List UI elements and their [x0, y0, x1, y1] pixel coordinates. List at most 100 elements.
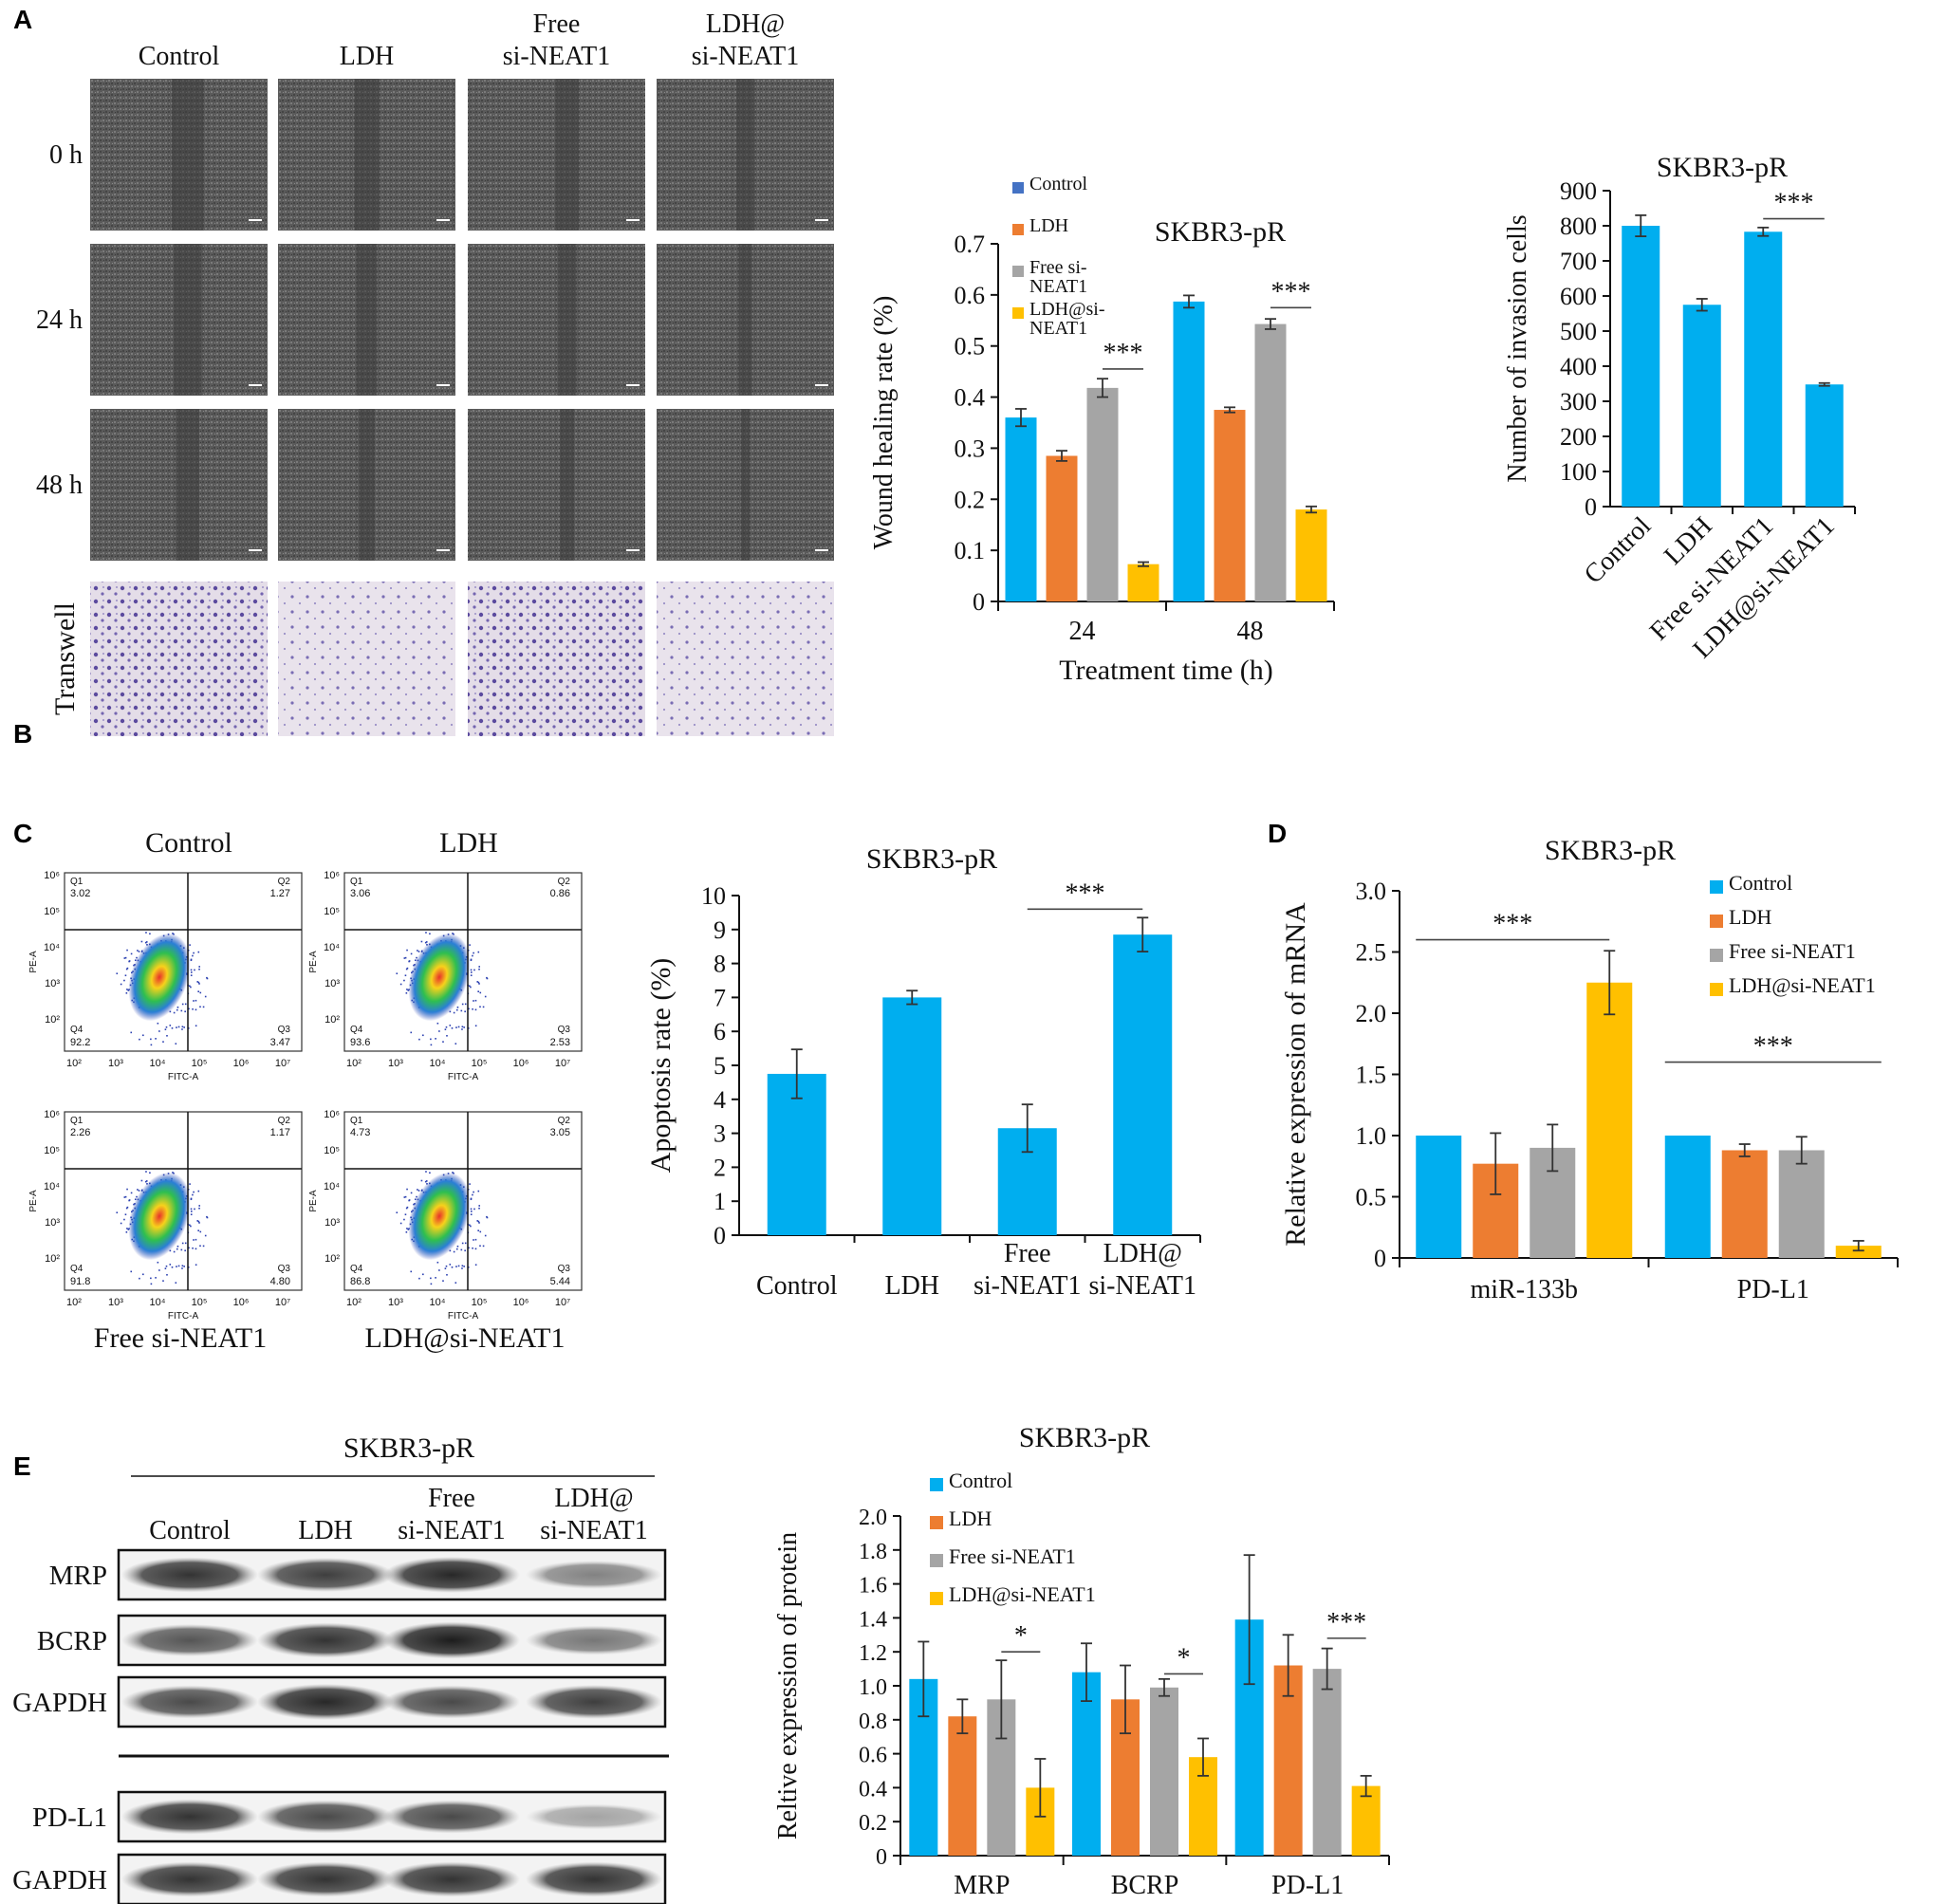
flow-dot	[430, 1277, 432, 1280]
flow-dot	[464, 1249, 466, 1252]
legend-line: Free si-NEAT1	[1729, 939, 1856, 963]
flow-dot	[470, 958, 473, 961]
y-axis-title: Apoptosis rate (%)	[645, 958, 677, 1174]
flow-dot	[192, 1007, 194, 1010]
flow-dot	[195, 1264, 197, 1266]
scale-bar	[626, 219, 640, 221]
flow-dot	[472, 954, 473, 957]
blot-band	[257, 1861, 394, 1897]
quad-value: 1.27	[270, 888, 290, 899]
flow-dot	[158, 1030, 160, 1032]
flow-ytick: 10⁵	[44, 1145, 60, 1156]
scale-bar	[249, 384, 262, 386]
flow-dot	[188, 1247, 190, 1249]
flow-dot	[473, 1191, 474, 1193]
flow-density	[408, 1172, 471, 1261]
flow-axis-x: FITC-A	[168, 1311, 199, 1322]
flow-dot	[206, 977, 209, 980]
flow-ytick: 10²	[324, 1014, 340, 1026]
flow-dot	[463, 1266, 465, 1267]
flow-dot	[123, 1218, 125, 1221]
y-tick-label: 0	[1585, 493, 1597, 521]
quad-label: Q2	[278, 1116, 291, 1126]
flow-dot	[166, 1034, 168, 1037]
flow-dot	[193, 1191, 195, 1193]
bar	[1072, 1672, 1101, 1856]
blot-band	[257, 1800, 394, 1834]
legend-swatch	[1012, 307, 1024, 319]
flow-dot	[486, 1215, 488, 1218]
flow-dot	[463, 1026, 465, 1028]
y-tick-label: 400	[1560, 353, 1597, 380]
wound-gap	[555, 79, 579, 231]
x-category-label: Control	[1579, 511, 1658, 590]
flow-dot	[197, 990, 199, 992]
wound-healing-chart: 0 0.1 0.2 0.3 0.4 0.5 0.6 0.7 Wound healing rate…	[869, 174, 1335, 686]
flow-dot	[127, 1229, 130, 1230]
flow-dot	[145, 932, 147, 934]
quad-label: Q3	[278, 1025, 291, 1035]
flow-dot	[469, 944, 471, 946]
quad-label: Q4	[70, 1264, 83, 1274]
bar	[948, 1716, 977, 1856]
quad-label: Q3	[558, 1264, 571, 1274]
blot-column-label: Control	[149, 1516, 231, 1545]
blot-band	[257, 1684, 394, 1720]
flow-tick: 10⁶	[233, 1058, 250, 1069]
flow-dot	[199, 1230, 202, 1233]
row-label: 24 h	[36, 305, 83, 335]
flow-dot	[189, 1183, 191, 1185]
scale-bar	[815, 219, 828, 221]
flow-dot	[407, 989, 410, 991]
flow-dot	[190, 1213, 193, 1215]
legend-swatch	[1012, 182, 1024, 194]
flow-dot	[125, 1207, 128, 1210]
flow-dot	[155, 1277, 157, 1279]
flow-dot	[126, 1188, 128, 1191]
flow-dot	[407, 1229, 410, 1230]
flow-dot	[435, 1277, 436, 1279]
flow-dot	[473, 1208, 475, 1211]
significance-mark: *	[1177, 1643, 1191, 1673]
x-category-label: BCRP	[1111, 1871, 1179, 1900]
flow-dot	[130, 952, 133, 955]
flow-dot	[124, 974, 127, 977]
flow-dot	[190, 1225, 192, 1228]
legend-swatch	[1012, 224, 1024, 235]
flow-dot	[445, 1265, 448, 1267]
flow-dot	[190, 1208, 193, 1211]
flow-dot	[460, 1248, 463, 1251]
protein-chart: 0 0.2 0.4 0.6 0.8 1.0 1.2 1.4 1.6 1.8 2.0 Reltive e…	[773, 1422, 1390, 1900]
significance-mark: ***	[1774, 189, 1814, 218]
y-tick-label: 300	[1560, 388, 1597, 416]
chart-title: SKBR3-pR	[1545, 835, 1676, 866]
flow-dot	[193, 1000, 195, 1002]
bar	[1214, 410, 1246, 601]
flow-dot	[206, 976, 208, 979]
y-tick-label: 0.5	[1356, 1184, 1387, 1211]
flow-dot	[470, 1208, 473, 1211]
flow-dot	[175, 1043, 177, 1044]
flow-ytick: 10⁵	[44, 906, 60, 917]
quad-label: Q2	[558, 877, 571, 887]
y-tick-label: 1.8	[859, 1540, 887, 1564]
flow-dot	[150, 1038, 152, 1041]
scale-bar	[815, 549, 828, 551]
x-category-label: Control	[756, 1271, 838, 1301]
flow-dot	[399, 1222, 402, 1225]
legend-line: Control	[1029, 174, 1088, 194]
flow-dot	[198, 1222, 200, 1224]
flow-dot	[149, 1172, 151, 1174]
flow-dot	[479, 1245, 481, 1248]
legend-label: LDH	[1729, 905, 1771, 929]
legend-swatch	[1012, 266, 1024, 277]
flow-dot	[451, 1026, 454, 1029]
flow-dot	[165, 1026, 168, 1028]
y-tick-label: 200	[1560, 423, 1597, 451]
flow-dot	[470, 986, 472, 989]
blot-band	[121, 1799, 258, 1835]
flow-dot	[472, 1007, 473, 1010]
flow-dot	[472, 1247, 473, 1249]
y-tick-label: 2	[714, 1154, 726, 1181]
blot-band	[121, 1861, 258, 1897]
